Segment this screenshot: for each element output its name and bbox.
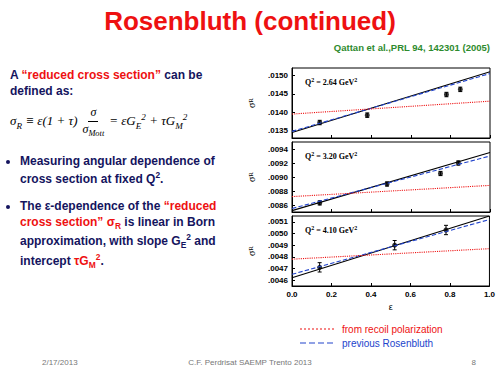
svg-text:0.2: 0.2 (326, 290, 338, 299)
html-text:Q2: Q2 (305, 225, 315, 235)
html-text:2and intercept τGM: 2and intercept τGM (20, 232, 216, 270)
svg-text:2: 2 (354, 151, 357, 157)
html-text:The ε-dependence of the “reduc: The ε-dependence of the “reduced cross s… (20, 199, 217, 251)
svg-text:.0145: .0145 (268, 89, 289, 98)
svg-text:= 2.64 GeV: = 2.64 GeV (314, 78, 354, 87)
svg-text:.0049: .0049 (268, 241, 289, 250)
svg-text:.0048: .0048 (268, 252, 289, 261)
html-text:A “reduced cross section” can: A “reduced cross section” can be defined… (10, 68, 203, 98)
svg-text:.0150: .0150 (268, 71, 289, 80)
html-text:σ: σ (90, 105, 97, 120)
svg-text:0.4: 0.4 (365, 290, 377, 299)
html-text:2: 2 (182, 112, 188, 123)
html-text:2/17/2013: 2/17/2013 (42, 358, 78, 367)
svg-text:.0086: .0086 (268, 201, 289, 210)
html-text:2.: 2. (95, 251, 104, 268)
html-text:C.F. Perdrisat SAEMP Trento 20: C.F. Perdrisat SAEMP Trento 2013 (188, 358, 312, 367)
svg-text:= 4.10 GeV: = 4.10 GeV (314, 226, 354, 235)
svg-text:σ: σ (245, 176, 257, 182)
svg-text:.0051: .0051 (268, 217, 289, 226)
svg-text:0.6: 0.6 (405, 290, 417, 299)
svg-text:.0140: .0140 (268, 108, 289, 117)
html-text:Q2: Q2 (305, 77, 315, 87)
svg-text:0.8: 0.8 (444, 290, 456, 299)
svg-text:1.0: 1.0 (484, 290, 496, 299)
html-text:Measuring angular dependence o: Measuring angular dependence of cross se… (20, 154, 215, 186)
svg-text:2: 2 (354, 225, 357, 231)
html-text:8: 8 (471, 358, 476, 367)
svg-text:.0094: .0094 (268, 145, 289, 154)
svg-text:2: 2 (354, 77, 357, 83)
svg-text:σ: σ (245, 102, 257, 108)
html-text:σR≡ ε(1 + τ): σR≡ ε(1 + τ) (10, 112, 78, 131)
svg-text:.0088: .0088 (268, 187, 289, 196)
svg-text:R: R (247, 172, 255, 177)
svg-text:R: R (247, 98, 255, 103)
html-text:σMott: σMott (82, 121, 105, 139)
svg-text:σ: σ (245, 250, 257, 256)
html-text:2+ τGM: 2+ τGM (141, 112, 183, 132)
svg-text:0.0: 0.0 (286, 290, 298, 299)
svg-text:.0090: .0090 (268, 173, 289, 182)
svg-text:.0092: .0092 (268, 159, 289, 168)
svg-text:.0135: .0135 (268, 126, 289, 135)
html-text:Rosenbluth (continued): Rosenbluth (continued) (104, 6, 396, 36)
svg-text:ε: ε (389, 302, 393, 312)
html-text:previous Rosenbluth: previous Rosenbluth (342, 337, 434, 349)
svg-text:.0046: .0046 (268, 276, 289, 285)
svg-text:R: R (247, 246, 255, 251)
html-text:= εGE: = εGE (109, 113, 142, 132)
html-text:Qattan et al.,PRL 94, 142301 (: Qattan et al.,PRL 94, 142301 (2005) (333, 42, 490, 53)
svg-text:.0047: .0047 (268, 264, 289, 273)
html-text:from recoil polarization: from recoil polarization (342, 323, 443, 335)
svg-text:.0050: .0050 (268, 229, 289, 238)
svg-text:= 3.20 GeV: = 3.20 GeV (314, 152, 354, 161)
html-text:Q2: Q2 (305, 151, 315, 161)
